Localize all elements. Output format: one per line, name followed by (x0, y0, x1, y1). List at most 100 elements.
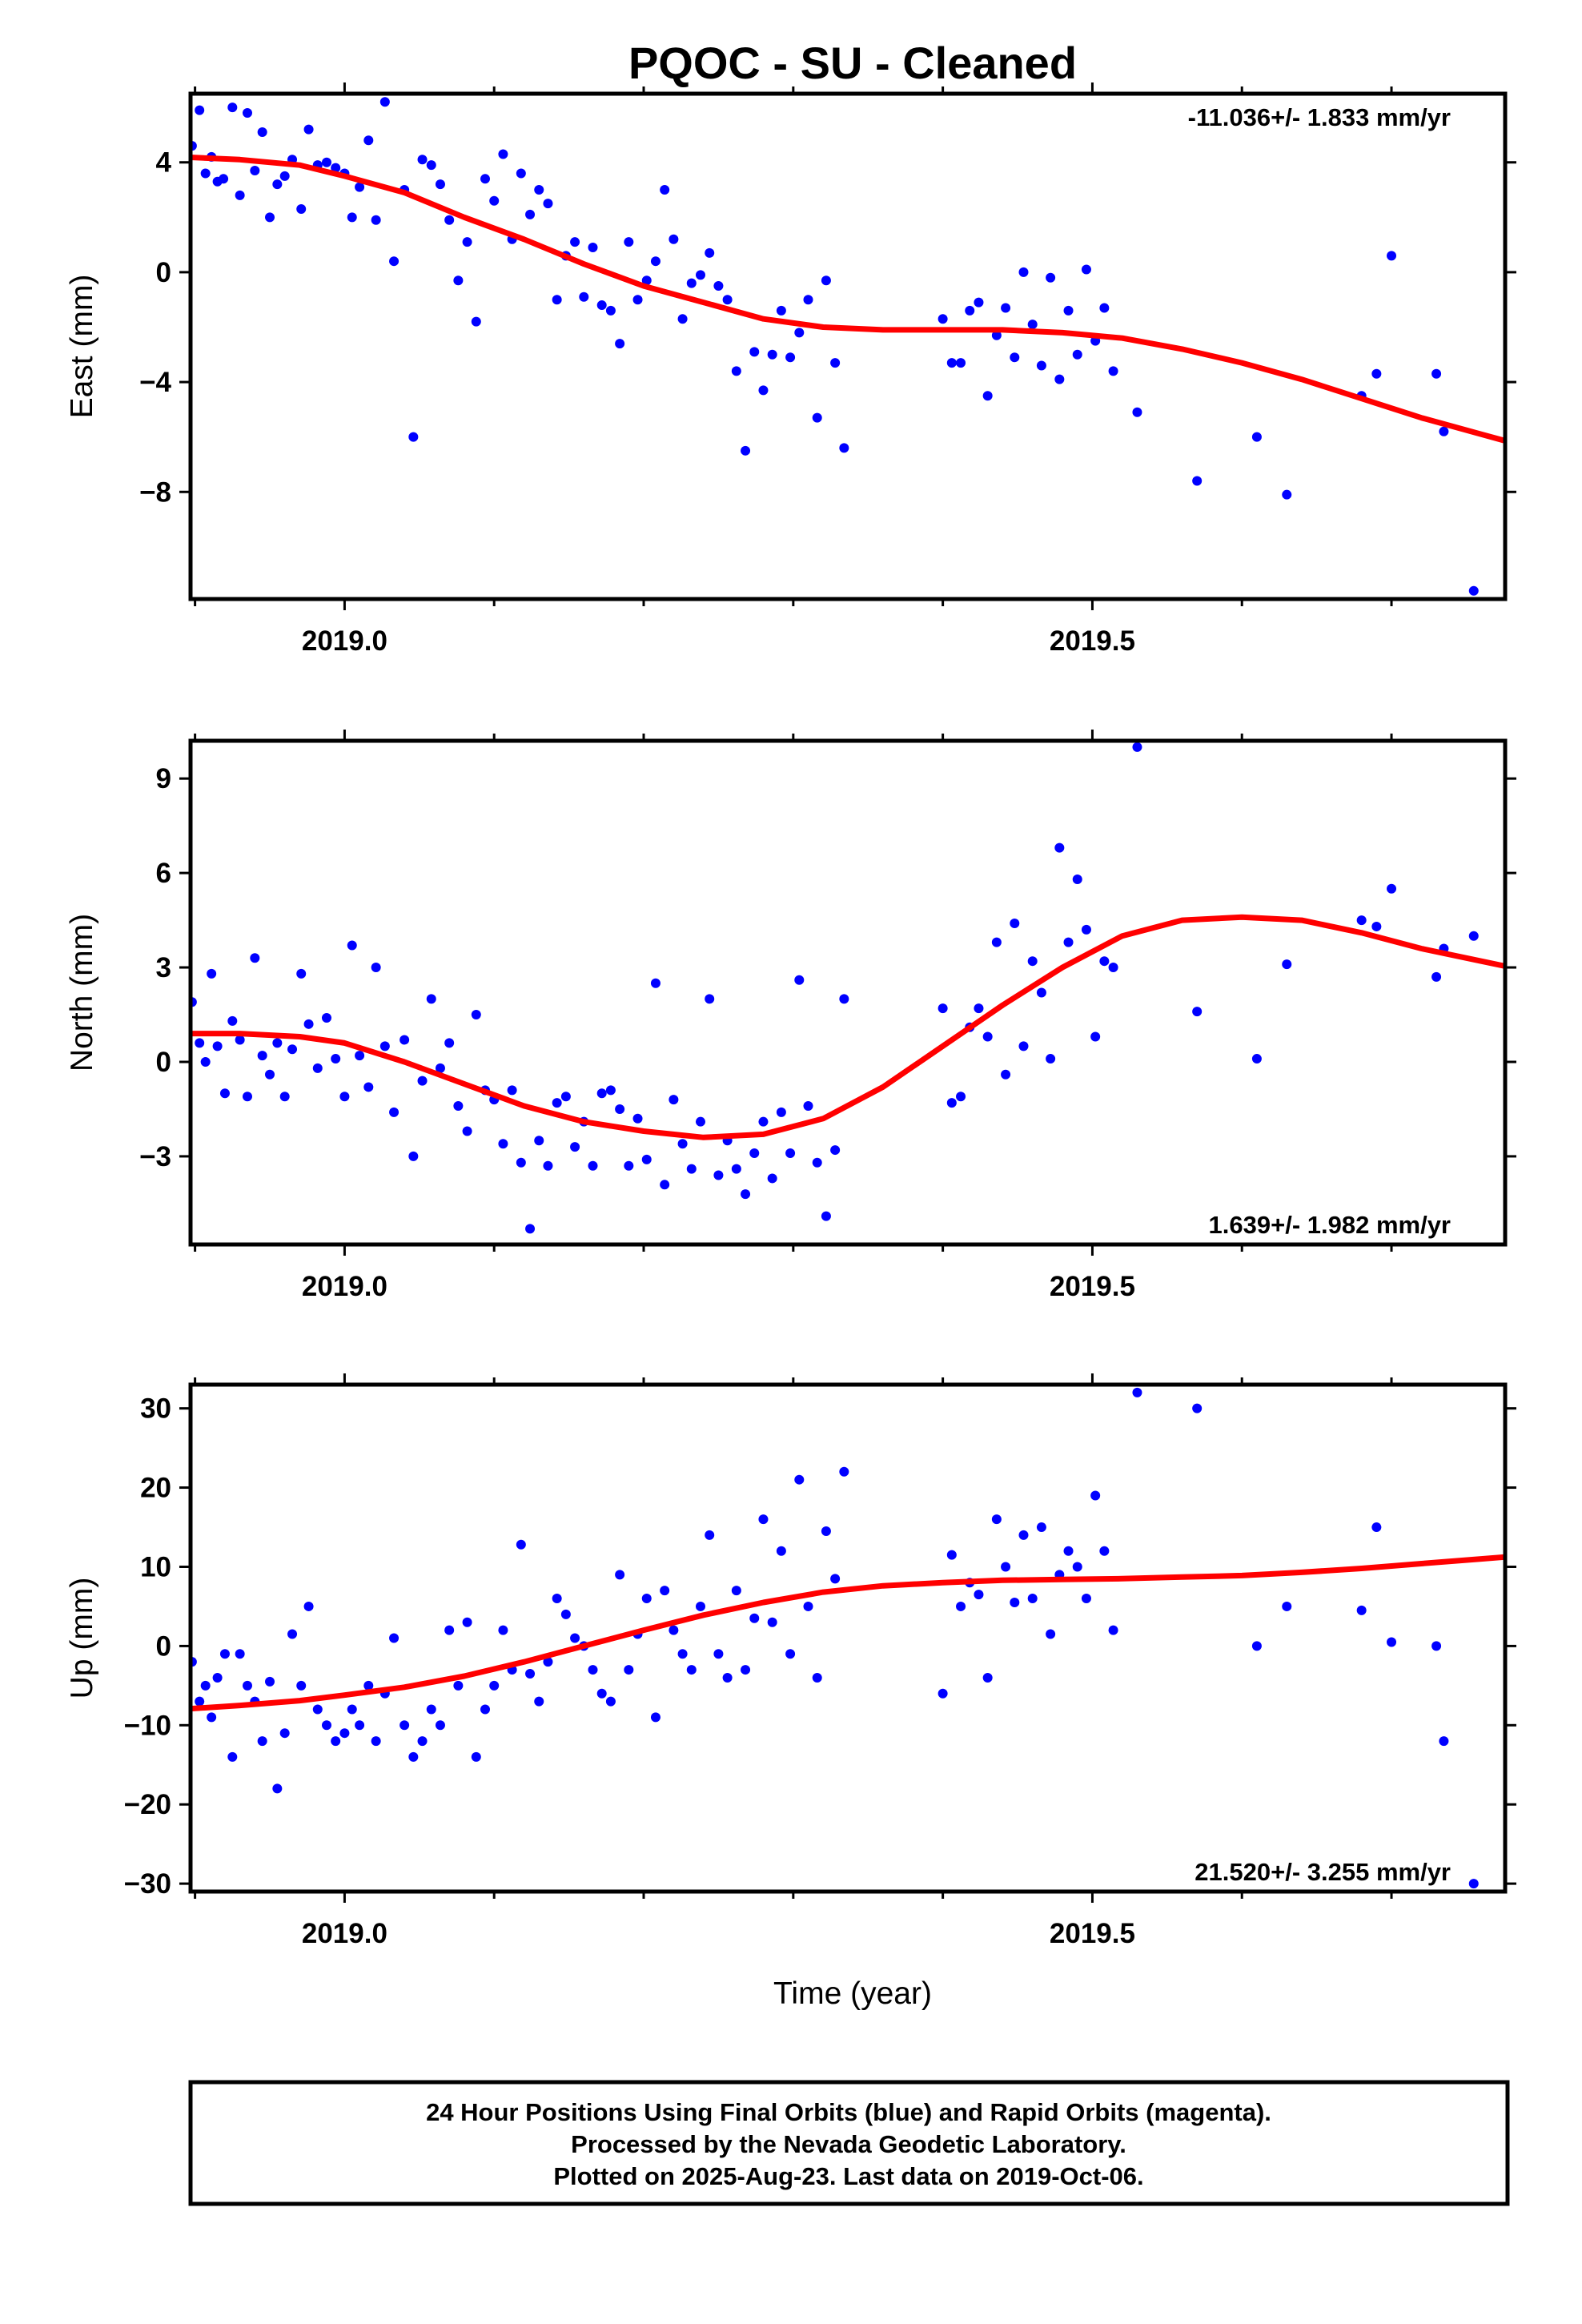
north-data-point (235, 1035, 245, 1045)
figure-title: PQOC - SU - Cleaned (628, 38, 1077, 88)
up-data-point (821, 1526, 831, 1536)
north-data-point (632, 1113, 643, 1124)
up-data-point (677, 1649, 688, 1659)
up-data-point (605, 1696, 616, 1707)
north-data-point (713, 1170, 724, 1180)
north-ytick-label: 9 (156, 763, 171, 794)
north-data-point (938, 1003, 948, 1014)
east-data-point (303, 124, 314, 135)
up-data-point (596, 1688, 607, 1699)
up-data (180, 1387, 1524, 1889)
north-data-point (1282, 959, 1292, 970)
north-data-point (195, 1038, 205, 1048)
east-data-point (956, 358, 966, 368)
up-data-point (1108, 1625, 1118, 1635)
up-data-point (339, 1728, 350, 1739)
up-data-point (812, 1672, 822, 1683)
footer-line-1: 24 Hour Positions Using Final Orbits (bl… (426, 2098, 1271, 2126)
east-data-point (1251, 432, 1262, 442)
east-data-point (1439, 426, 1449, 436)
up-data-point (180, 1776, 190, 1786)
up-data-point (257, 1736, 267, 1747)
east-data-point (1431, 368, 1442, 379)
north-y-axis-label: North (mm) (65, 914, 99, 1072)
east-data-point (347, 212, 357, 223)
east-data-point (371, 215, 381, 225)
north-data-point (560, 1092, 571, 1102)
north-data-point (741, 1189, 751, 1200)
east-data-point (235, 190, 245, 200)
east-panel: 2019.0 2019.5 4 0 −4 −8 East (mm) -11.036+/- 1.… (65, 82, 1524, 657)
footer-line-2: Processed by the Nevada Geodetic Laborat… (571, 2130, 1126, 2158)
north-data-point (303, 1019, 314, 1029)
north-data-point (227, 1015, 238, 1026)
north-data-point (172, 1019, 182, 1029)
up-data-point (219, 1649, 230, 1659)
north-data-point (296, 968, 307, 979)
east-data-point (615, 339, 625, 349)
up-data-point (417, 1736, 428, 1747)
up-data-point (785, 1649, 796, 1659)
north-panel: 2019.0 2019.5 9 6 3 0 −3 North (mm) 1.639+/- 1.9… (65, 730, 1516, 1302)
east-data-point (408, 432, 419, 442)
up-data-point (1027, 1594, 1038, 1604)
north-xtick-label: 2019.5 (1050, 1271, 1135, 1302)
up-data-point (371, 1736, 381, 1747)
up-data-point (272, 1783, 283, 1794)
east-data-point (570, 237, 580, 247)
east-data-point (389, 256, 400, 267)
east-data-point (1387, 251, 1397, 261)
up-data-point (830, 1574, 841, 1584)
up-data-point (741, 1665, 751, 1675)
north-data-point (1371, 921, 1382, 931)
east-data-point (803, 295, 813, 305)
east-data-point (296, 204, 307, 215)
east-data-point (552, 295, 562, 305)
up-data-point (489, 1680, 500, 1691)
up-data-point (480, 1704, 491, 1715)
north-data-point (242, 1092, 252, 1102)
up-y-axis-label: Up (mm) (65, 1578, 99, 1699)
up-fit-line (191, 1554, 1505, 1712)
north-data-point (1054, 842, 1065, 853)
up-ytick-label: −30 (124, 1868, 171, 1900)
east-data-point (758, 385, 769, 396)
east-data-point (1081, 264, 1091, 275)
east-data-point (705, 247, 715, 258)
up-data-point (1514, 1772, 1524, 1782)
up-data-point (1036, 1522, 1046, 1533)
north-ytick-label: 3 (156, 952, 171, 983)
up-data-point (938, 1688, 948, 1699)
up-data-point (588, 1665, 598, 1675)
up-data-point (321, 1720, 331, 1731)
east-data-point (265, 212, 275, 223)
up-data-point (408, 1751, 419, 1762)
north-data-point (1468, 931, 1479, 941)
east-data-point (272, 179, 283, 190)
north-data-point (272, 1038, 283, 1048)
east-data-point (1514, 432, 1524, 442)
east-data-point (1506, 320, 1516, 329)
east-data-point (462, 237, 472, 247)
east-data-point (794, 328, 805, 338)
north-ytick-label: −3 (139, 1141, 171, 1172)
east-data-point (785, 352, 796, 363)
up-data-point (312, 1704, 323, 1715)
east-data-point (641, 275, 652, 286)
up-data-point (660, 1586, 670, 1596)
up-data-point (471, 1751, 481, 1762)
east-data-point (830, 358, 841, 368)
east-ytick-label: 4 (156, 147, 172, 179)
up-data-point (946, 1550, 957, 1560)
east-data-point (1371, 368, 1382, 379)
north-data-point (552, 1098, 562, 1108)
north-data-point (588, 1160, 598, 1171)
up-data-point (1439, 1736, 1449, 1747)
north-data-point (219, 1088, 230, 1099)
up-data-point (389, 1633, 400, 1643)
east-ytick-label: −8 (139, 476, 171, 508)
east-data-point (588, 243, 598, 253)
north-data-point (982, 1031, 993, 1042)
up-data-point (303, 1601, 314, 1611)
